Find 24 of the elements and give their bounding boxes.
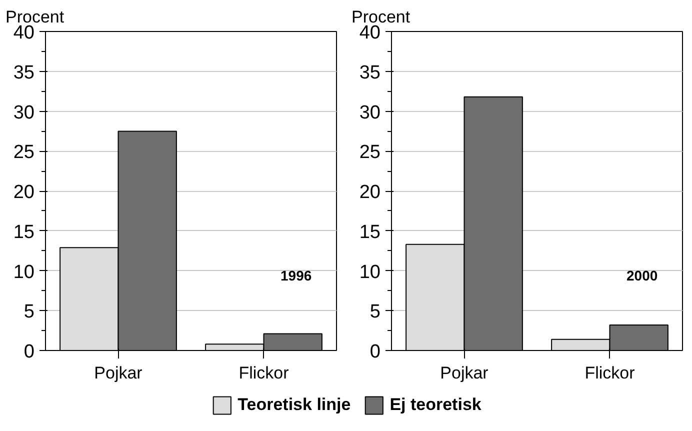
y-tick-label: 15 (13, 222, 35, 243)
y-tick-label: 35 (359, 62, 381, 84)
y-tick-label: 5 (24, 302, 35, 323)
y-tick-label: 25 (13, 142, 35, 164)
y-tick-label: 10 (359, 262, 381, 283)
y-tick-label: 0 (370, 342, 381, 362)
y-tick-label: 0 (24, 342, 35, 362)
y-tick-label: 30 (359, 102, 381, 124)
y-tick-label: 10 (13, 262, 35, 283)
annotation: 1996 (280, 268, 312, 284)
y-tick-label: 25 (359, 142, 381, 164)
y-tick-label: 5 (370, 302, 381, 323)
x-tick-label: Flickor (584, 364, 636, 382)
y-tick-label: 35 (13, 62, 35, 84)
legend-label: Ej teoretisk (390, 395, 482, 415)
y-tick-label: 20 (359, 182, 381, 203)
x-tick-label: Pojkar (440, 364, 489, 382)
y-tick-label: 30 (13, 102, 35, 124)
legend-label: Teoretisk linje (238, 395, 351, 415)
y-tick-label: 20 (13, 182, 35, 203)
x-tick-label: Flickor (238, 364, 290, 382)
x-tick-label: Pojkar (94, 364, 143, 382)
annotation: 2000 (626, 268, 658, 284)
y-tick-label: 15 (359, 222, 381, 243)
